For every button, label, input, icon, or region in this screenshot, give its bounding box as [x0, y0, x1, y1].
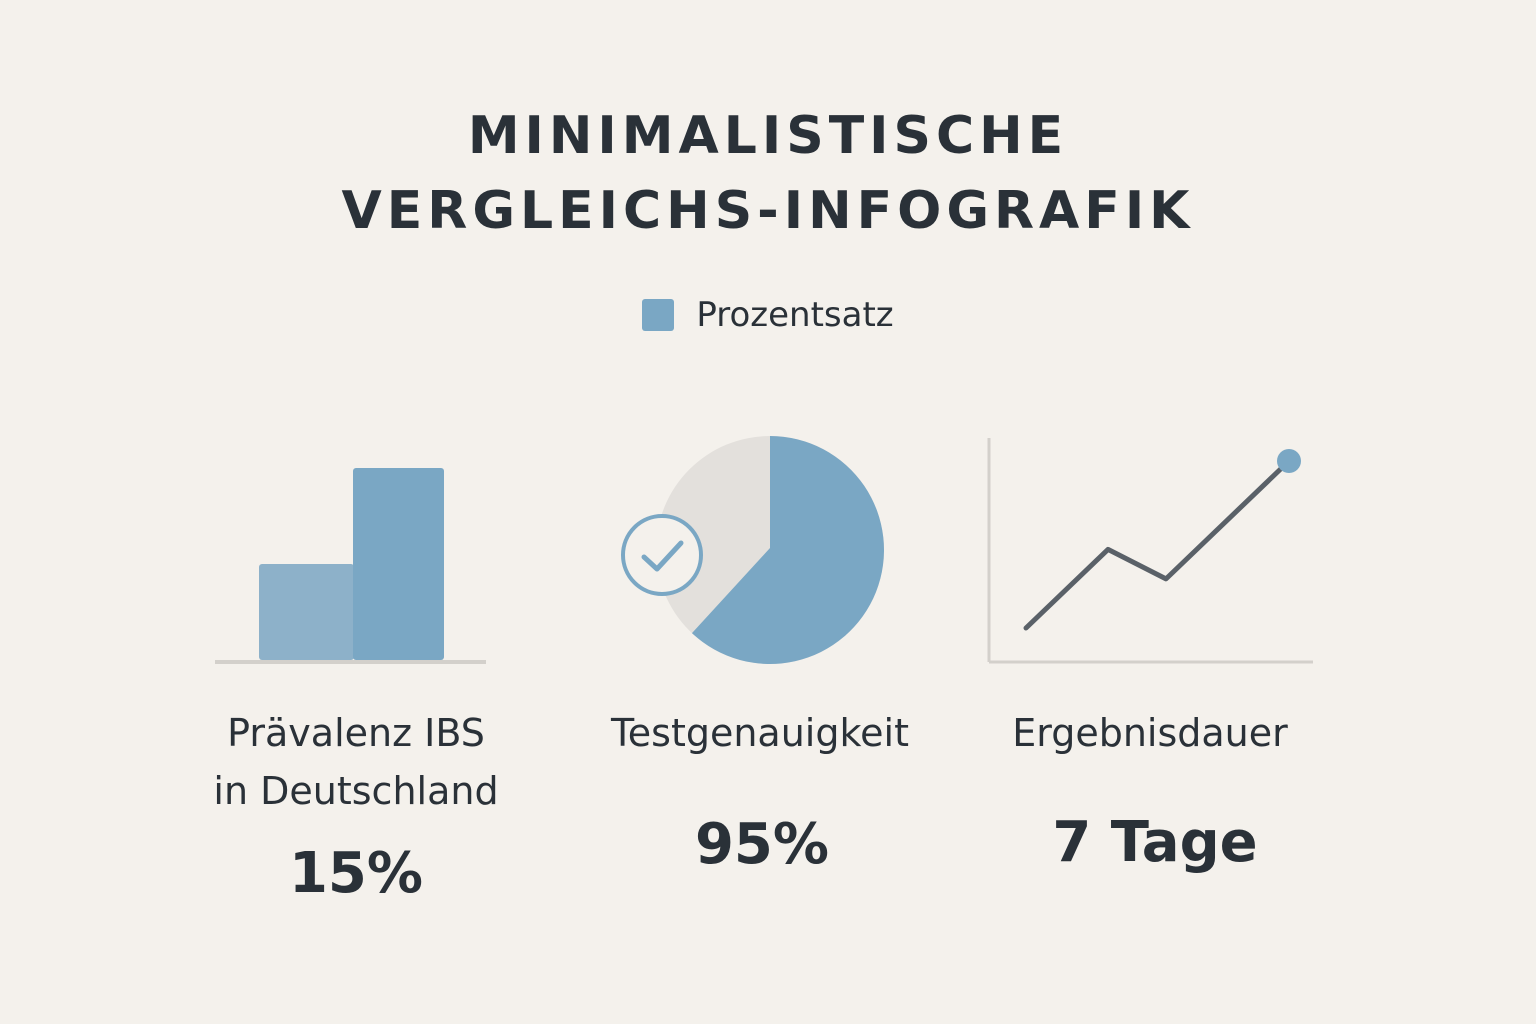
panel-label-prevalence: Prävalenz IBS in Deutschland	[156, 704, 556, 820]
line-end-point	[1277, 449, 1301, 473]
line-chart	[987, 438, 1313, 664]
pie-chart	[621, 436, 884, 664]
bar-1	[353, 468, 444, 660]
panel-value-duration: 7 Tage	[1052, 810, 1258, 875]
pie-slice-main	[691, 436, 884, 664]
panel-value-prevalence: 15%	[288, 841, 424, 906]
bar-chart	[215, 468, 486, 664]
bar-0	[259, 564, 354, 660]
panel-label-accuracy: Testgenauigkeit	[560, 704, 960, 762]
legend-swatch	[642, 299, 675, 331]
panel-label-duration-line-1: Ergebnisdauer	[1012, 711, 1288, 755]
title-line-2: VERGLEICHS-INFOGRAFIK	[341, 181, 1195, 241]
title-line-1: MINIMALISTISCHE	[467, 106, 1069, 166]
legend-label: Prozentsatz	[696, 295, 894, 335]
line-series	[1023, 458, 1292, 631]
panel-label-duration: Ergebnisdauer	[950, 704, 1350, 762]
panel-value-accuracy: 95%	[694, 812, 830, 877]
panel-label-accuracy-line-1: Testgenauigkeit	[611, 711, 909, 755]
legend: Prozentsatz	[0, 298, 1536, 332]
panel-label-prevalence-line-1: Prävalenz IBS	[227, 711, 485, 755]
panel-label-prevalence-line-2: in Deutschland	[213, 769, 499, 813]
check-circle-icon	[621, 514, 703, 596]
